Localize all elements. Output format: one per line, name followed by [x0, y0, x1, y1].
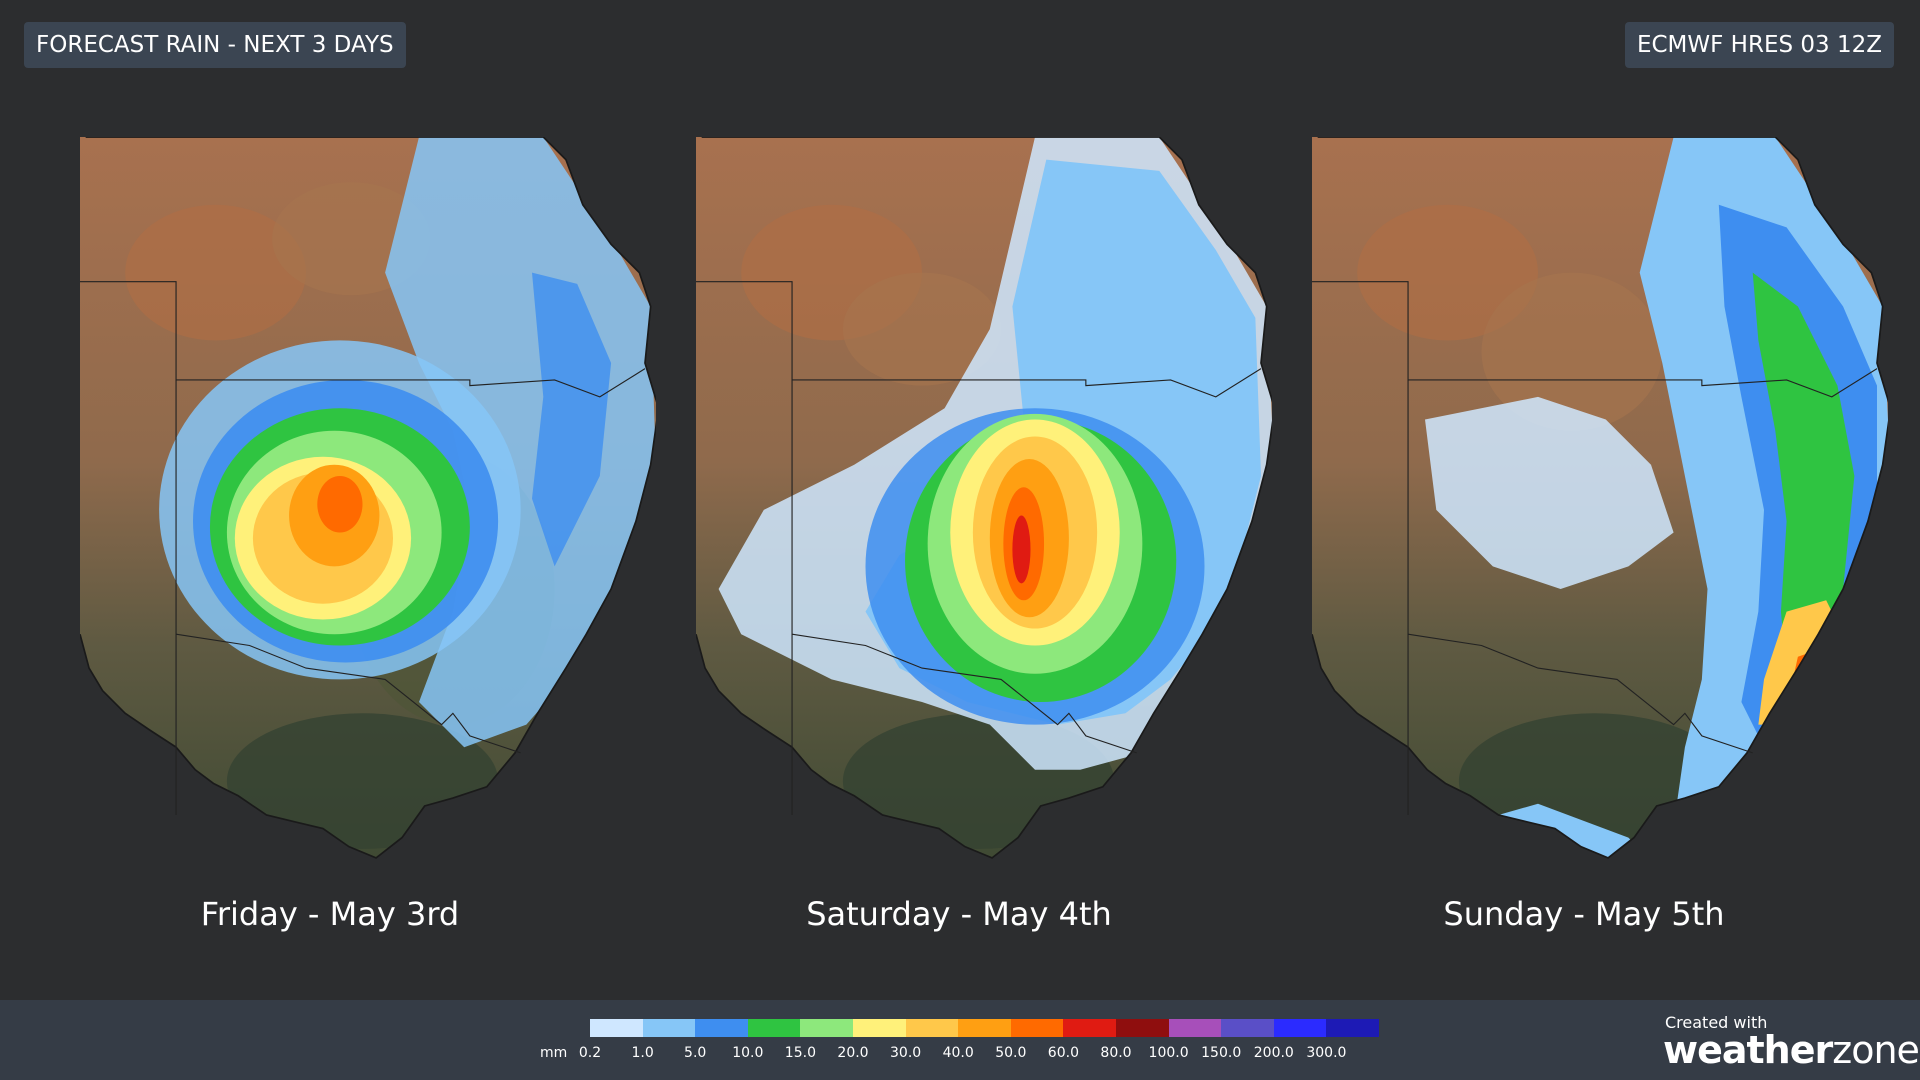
day-label-saturday: Saturday - May 4th: [806, 895, 1112, 933]
legend-tick-label: 150.0: [1201, 1045, 1242, 1061]
legend-tick-label: 0.2: [578, 1045, 602, 1061]
legend-swatch: [1063, 1019, 1116, 1037]
rain-map-saturday: [696, 137, 1272, 865]
brand-secondary: zone: [1832, 1028, 1920, 1072]
legend-tick-label: 5.0: [684, 1045, 707, 1061]
legend-tick-label: 40.0: [942, 1045, 974, 1061]
footer-bar: [0, 1000, 1920, 1080]
legend-tick-label: 10.0: [732, 1045, 764, 1061]
legend-swatch: [852, 1019, 906, 1037]
weatherzone-logo: weatherzone: [1663, 1028, 1920, 1072]
map-title: FORECAST RAIN - NEXT 3 DAYS: [24, 22, 406, 68]
friday-map-svg: [80, 137, 656, 859]
legend-tick-label: 20.0: [837, 1045, 869, 1061]
legend-swatch: [642, 1019, 696, 1037]
legend-tick-label: 30.0: [890, 1045, 922, 1061]
legend-swatch: [800, 1019, 853, 1037]
legend-swatch: [590, 1019, 643, 1037]
day-label-friday: Friday - May 3rd: [200, 895, 460, 933]
sunday-map-svg: [1312, 137, 1888, 859]
legend-tick-label: 60.0: [1047, 1045, 1079, 1061]
legend-swatch: [1221, 1019, 1274, 1037]
legend-swatch: [1273, 1019, 1327, 1037]
model-run-badge: ECMWF HRES 03 12Z: [1624, 22, 1894, 68]
day-label-sunday: Sunday - May 5th: [1443, 895, 1725, 933]
legend-tick-label: 50.0: [995, 1045, 1027, 1061]
legend-tick-label: 15.0: [784, 1045, 816, 1061]
rain-legend-scale: [590, 1019, 1379, 1037]
legend-tick-label: 200.0: [1253, 1045, 1294, 1061]
rain-map-friday: [80, 137, 656, 865]
legend-swatch: [1115, 1019, 1169, 1037]
legend-tick-label: 80.0: [1100, 1045, 1132, 1061]
legend-swatch: [695, 1019, 748, 1037]
legend-swatch: [958, 1019, 1011, 1037]
created-with-text: Created with: [1665, 1013, 1768, 1032]
rain-map-sunday: [1312, 137, 1888, 865]
brand-primary: weather: [1663, 1028, 1833, 1072]
legend-swatch: [905, 1019, 959, 1037]
legend-tick-label: 100.0: [1148, 1045, 1189, 1061]
legend-tick-label: 1.0: [631, 1045, 654, 1061]
saturday-map-svg: [696, 137, 1272, 859]
legend-swatch: [1010, 1019, 1064, 1037]
legend-swatch: [1326, 1019, 1379, 1037]
legend-swatch: [747, 1019, 801, 1037]
legend-swatch: [1168, 1019, 1222, 1037]
legend-tick-label: 300.0: [1306, 1045, 1347, 1061]
legend-unit: mm: [540, 1045, 568, 1061]
